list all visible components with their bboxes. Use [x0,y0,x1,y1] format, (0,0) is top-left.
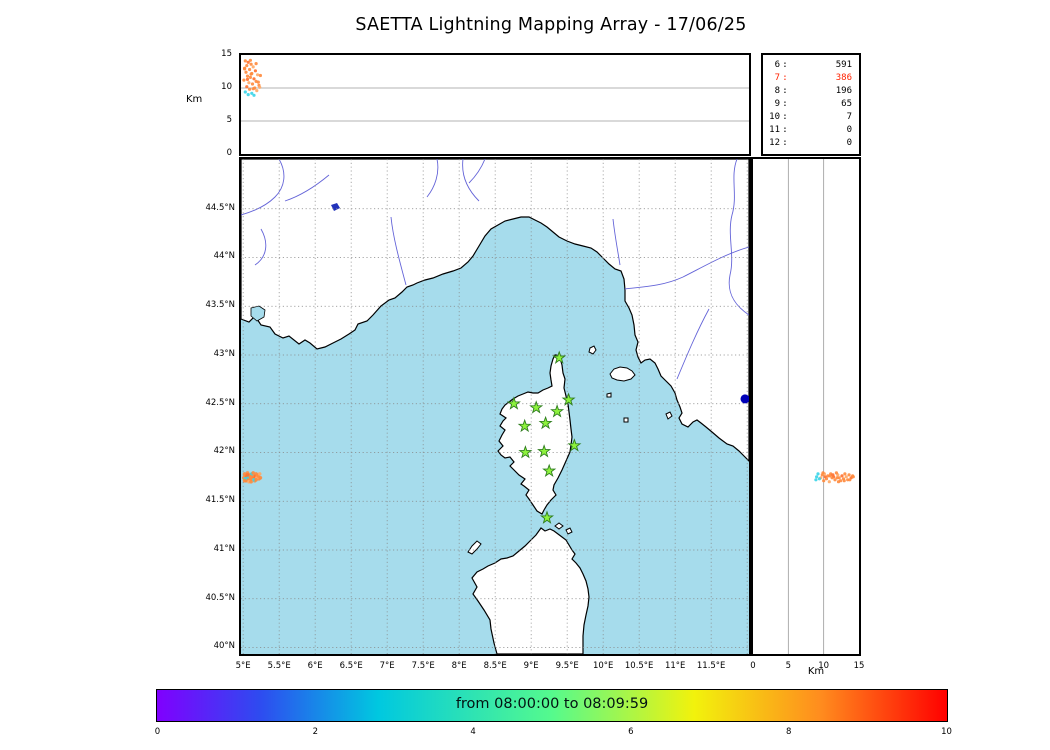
map-y-tick: 41.5°N [205,495,235,506]
flash-points [814,471,855,484]
map-y-tick: 44°N [213,251,235,262]
flash-points [242,471,263,484]
map-panel [239,157,751,656]
map-y-tick: 42°N [213,446,235,457]
colorbar-tick: 0 [154,727,161,737]
station-star [529,400,544,414]
capraia-island [588,345,597,355]
map-y-tick: 42.5°N [205,397,235,408]
map-y-tick: 44.5°N [205,202,235,213]
river [462,159,480,202]
map-x-tick: 7.5°E [411,661,435,671]
colorbar-label: from 08:00:00 to 08:09:59 [455,696,649,712]
count-row: 10:7 [769,112,852,122]
map-x-tick: 5°E [235,661,251,671]
colorbar: from 08:00:00 to 08:09:59 [156,689,948,722]
altitude-latitude-panel [751,157,861,656]
top-panel-y-tick: 10 [221,82,232,92]
colorbar-tick: 8 [785,727,792,737]
etang-de-berre-lake [250,305,266,322]
giglio-island [665,411,673,420]
altitude-longitude-plot [241,58,749,122]
count-row: 9:65 [774,99,852,109]
station-star [539,510,555,524]
top-panel-y-tick: 0 [226,148,232,158]
map-x-tick: 11.5°E [696,661,726,671]
map-x-tick: 5.5°E [267,661,291,671]
map-y-tick: 41°N [213,543,235,554]
right-panel-x-tick: 10 [818,661,830,671]
page-title: SAETTA Lightning Mapping Array - 17/06/2… [355,15,747,35]
count-row: 12:0 [769,138,852,148]
map-x-tick: 10°E [592,661,614,671]
altitude-latitude-plot [787,159,855,654]
river [284,174,330,202]
river [676,308,710,380]
count-row: 7:386 [774,73,852,83]
map-x-tick: 9.5°E [555,661,579,671]
right-panel-x-tick: 5 [785,661,792,671]
top-panel-y-tick: 5 [226,115,232,125]
altitude-longitude-panel [239,53,751,156]
flash-points [242,58,262,97]
elba-island [609,366,636,382]
river [390,216,407,286]
map-y-tick: 43.5°N [205,300,235,311]
right-panel-x-tick: 0 [750,661,756,671]
colorbar-tick: 4 [470,727,476,737]
station-star [542,463,557,478]
river [612,218,621,266]
right-panel-xlabel: Km [807,666,825,677]
colorbar-tick: 6 [628,727,634,737]
map-x-tick: 8.5°E [483,661,507,671]
count-row: 6:591 [774,60,852,70]
map-x-tick: 6°E [307,661,323,671]
map-plot [241,159,749,654]
map-x-tick: 8°E [451,661,467,671]
map-x-tick: 9°E [523,661,539,671]
river [624,246,749,290]
map-y-tick: 40°N [213,641,235,652]
map-y-tick: 40.5°N [205,592,235,603]
maddalena-island [554,522,564,530]
station-star [567,438,582,452]
colorbar-tick: 10 [941,727,952,737]
right-panel-x-tick: 15 [853,661,865,671]
station-star [550,404,565,418]
count-row: 11:0 [769,125,852,135]
top-panel-y-tick: 15 [221,49,232,59]
rivers [241,159,749,380]
station-star [517,418,532,433]
mainland-coast [241,159,749,462]
map-x-tick: 7°E [379,661,395,671]
station-star [506,396,521,410]
map-x-tick: 11°E [664,661,686,671]
blue-marker [740,394,749,404]
river [241,159,285,216]
corsica-coast [497,354,573,515]
station-star [538,415,553,430]
river [728,159,749,316]
map-x-tick: 10.5°E [624,661,654,671]
station-star [518,445,533,459]
river [468,159,486,184]
pianosa-island [606,392,612,398]
montecristo-island [623,417,629,423]
station-star [552,350,567,364]
asinara-island [467,540,482,555]
map-y-tick: 43°N [213,348,235,359]
count-row: 8:196 [774,86,852,96]
station-star [537,444,552,458]
station-star [561,392,576,406]
map-x-tick: 6.5°E [339,661,363,671]
colorbar-tick: 2 [312,727,319,737]
colorbar-gradient [157,690,947,721]
sardinia-coast [471,527,590,654]
top-panel-ylabel: Km [186,94,203,105]
river [426,159,439,198]
river [254,228,267,266]
source-count-rows: 6:591 7:386 8:196 9:65 10:7 11:0 12:0 [767,59,852,150]
source-count-box: 6:591 7:386 8:196 9:65 10:7 11:0 12:0 [761,53,861,156]
